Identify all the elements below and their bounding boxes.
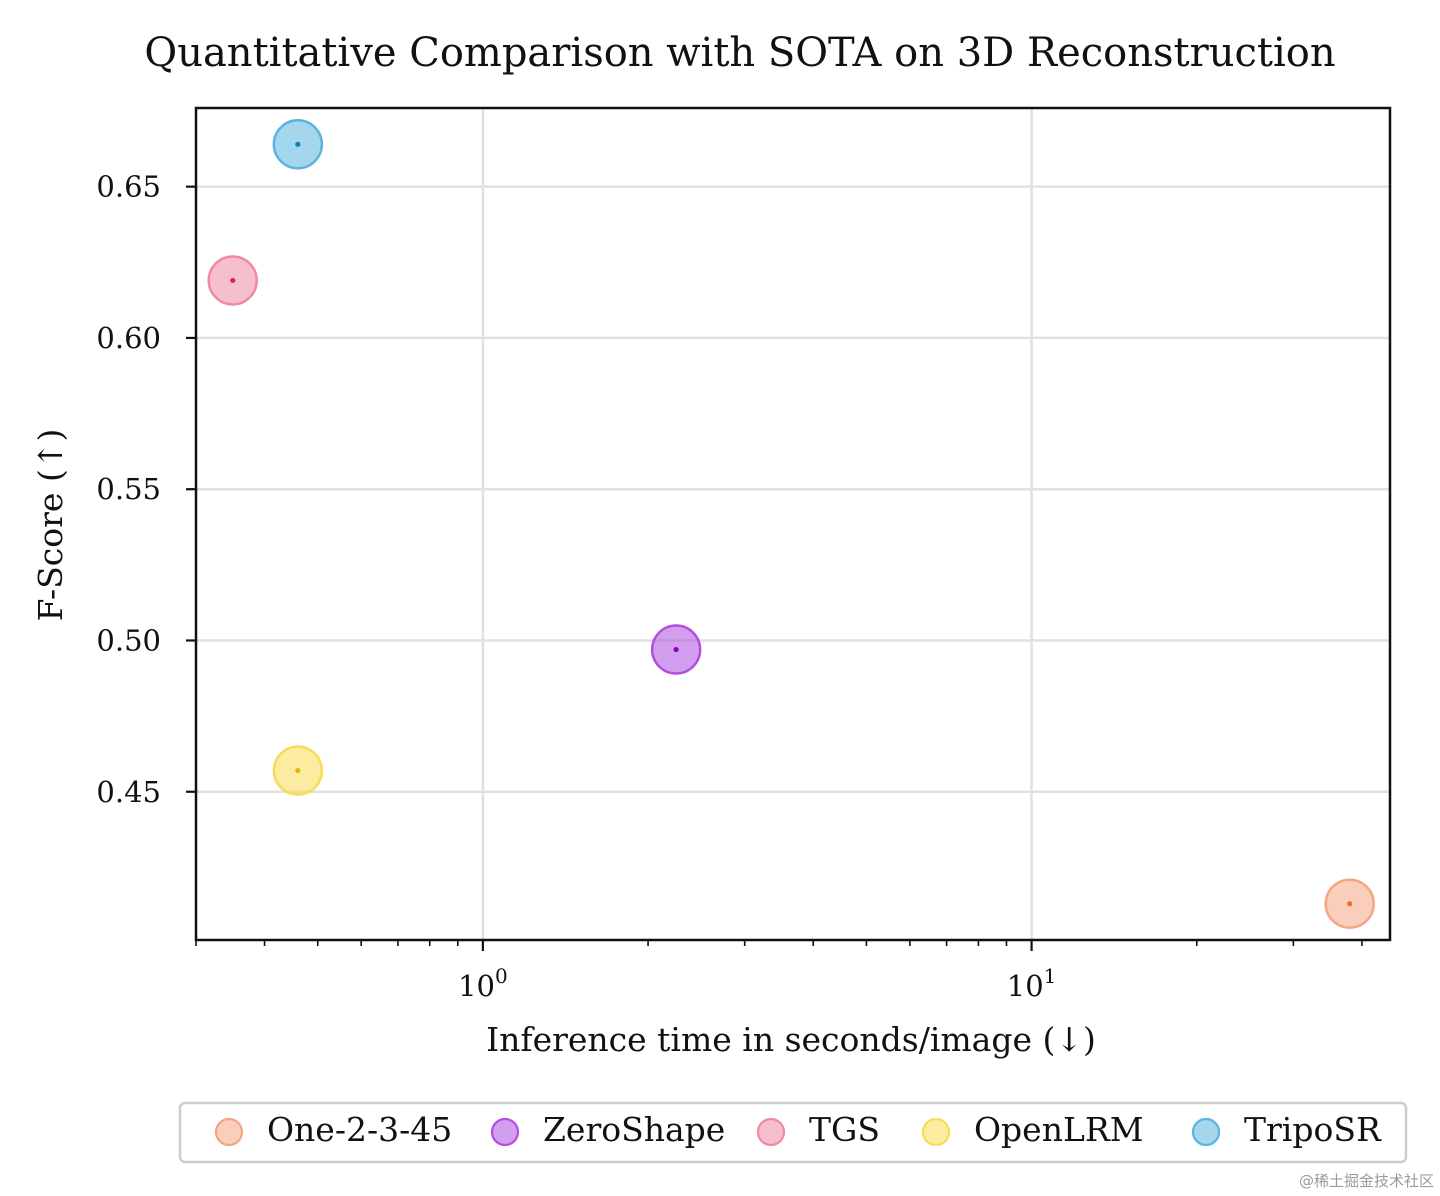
x-tick-base: 10	[458, 969, 495, 1003]
watermark: @稀土掘金技术社区	[1299, 1172, 1434, 1190]
y-tick-label: 0.55	[96, 472, 161, 506]
legend-marker	[921, 1117, 951, 1147]
point-center-dot	[295, 767, 301, 774]
legend-frame	[178, 1101, 1408, 1164]
x-tick-exponent: 0	[495, 964, 508, 988]
x-tick-label: 101	[1007, 964, 1057, 1003]
legend-marker	[1191, 1117, 1221, 1147]
legend-label: ZeroShape	[543, 1110, 725, 1149]
legend: One-2-3-45 ZeroShape TGS OpenLRM TripoSR	[178, 1101, 1408, 1164]
y-tick-label: 0.45	[96, 775, 161, 809]
x-axis-label: Inference time in seconds/image (↓)	[486, 1020, 1096, 1059]
legend-marker	[756, 1117, 786, 1147]
y-tick-label: 0.65	[96, 170, 161, 204]
grid-lines	[196, 108, 1390, 940]
y-tick-label: 0.60	[96, 321, 161, 355]
legend-marker	[214, 1117, 244, 1147]
y-axis-label: F-Score (↑)	[31, 429, 70, 622]
x-tick-exponent: 1	[1044, 964, 1057, 988]
x-tick-label: 100	[458, 964, 508, 1003]
legend-label: TGS	[809, 1110, 880, 1149]
point-center-dot	[1347, 901, 1353, 907]
point-center-dot	[673, 646, 679, 653]
legend-label: OpenLRM	[974, 1110, 1144, 1149]
point-center-dot	[295, 141, 301, 147]
point-center-dot	[230, 277, 236, 284]
plot-frame	[194, 106, 1392, 942]
legend-label: TripoSR	[1244, 1110, 1382, 1149]
x-tick-base: 10	[1007, 969, 1044, 1003]
y-tick-label: 0.50	[96, 623, 161, 657]
data-points	[207, 119, 1375, 929]
legend-label: One-2-3-45	[267, 1110, 452, 1149]
chart-title: Quantitative Comparison with SOTA on 3D …	[144, 30, 1335, 76]
legend-marker	[490, 1117, 520, 1147]
y-axis-ticks: 0.45 0.50 0.55 0.60 0.65	[96, 170, 196, 809]
x-axis-ticks: 100 101	[458, 940, 1056, 1003]
